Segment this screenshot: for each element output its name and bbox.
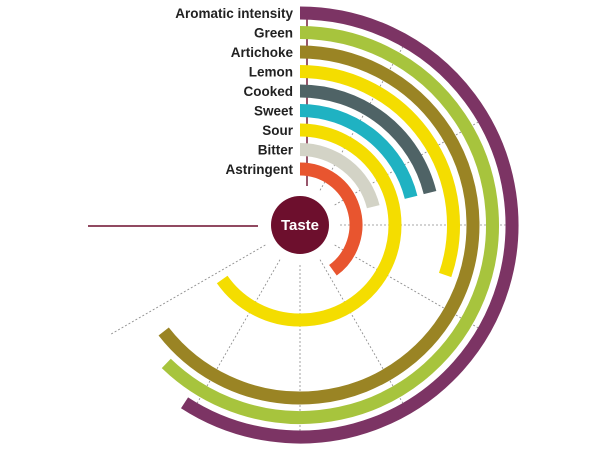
ring-label-sour: Sour [262,123,293,138]
ring-arc-astringent [299,162,363,276]
ring-arc-artichoke [158,45,480,405]
ring-label-bitter: Bitter [258,143,294,158]
ring-arc-sour [216,123,402,327]
guide-line [110,244,266,335]
ring-arc-bitter [299,143,380,209]
ring-label-aromatic-intensity: Aromatic intensity [175,6,293,21]
center-circle [271,196,329,254]
ring-label-astringent: Astringent [226,162,294,177]
ring-arc-lemon [299,65,460,278]
ring-arc-aromatic-intensity [181,6,519,444]
ring-label-cooked: Cooked [243,84,293,99]
ring-arcs [158,6,519,444]
center-label: Taste [281,217,319,234]
ring-label-green: Green [254,26,293,41]
ring-arc-sweet [299,104,418,199]
ring-arc-green [161,26,499,424]
ring-label-lemon: Lemon [249,65,293,80]
ring-label-artichoke: Artichoke [231,45,294,60]
ring-labels: Aromatic intensity Green Artichoke Lemon Coo… [175,6,294,177]
ring-arc-cooked [299,84,437,195]
ring-label-sweet: Sweet [254,104,294,119]
